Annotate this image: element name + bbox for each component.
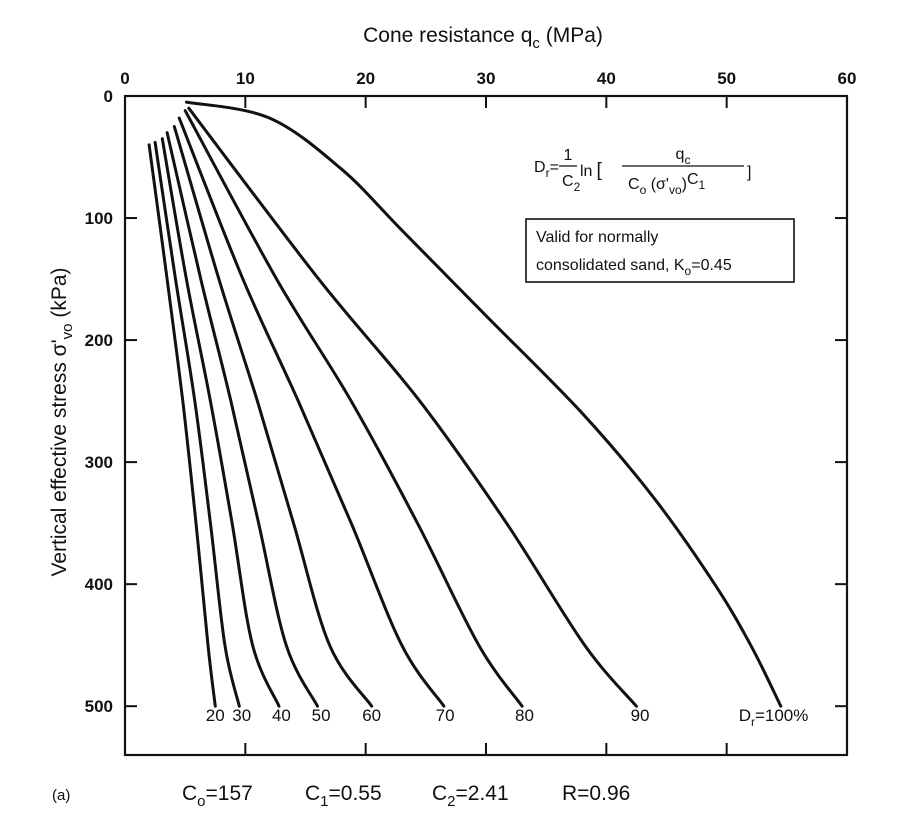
y-tick-labels: 0 100 200 300 400 500: [85, 87, 113, 716]
y-tick-label-300: 300: [85, 453, 113, 472]
curve-dr-60: [172, 125, 374, 708]
y-tick-label-500: 500: [85, 697, 113, 716]
curve-label-80: 80: [515, 706, 534, 725]
curve-dr-80: [183, 109, 524, 708]
svg-text:C2: C2: [562, 173, 581, 194]
svg-text:Dr=: Dr=: [534, 159, 559, 180]
curve-label-20: 20: [206, 706, 225, 725]
curve-dr-100: [184, 100, 783, 708]
param-co: Co=157: [182, 782, 253, 810]
svg-text:qc: qc: [676, 146, 691, 167]
y-tick-label-400: 400: [85, 575, 113, 594]
y-tick-label-200: 200: [85, 331, 113, 350]
param-c2: C2=2.41: [432, 782, 509, 810]
plot-frame: [123, 94, 849, 757]
svg-text:1: 1: [564, 147, 573, 164]
curve-label-90: 90: [631, 706, 650, 725]
density-curves: [147, 100, 783, 708]
x-tick-labels: 0 10 20 30 40 50 60: [120, 69, 856, 88]
curve-dr-90: [187, 106, 638, 708]
curve-dr-50: [165, 131, 319, 708]
x-tick-label-0: 0: [120, 69, 129, 88]
param-c1: C1=0.55: [305, 782, 382, 810]
curve-label-D100: Dr=100%: [739, 706, 809, 729]
x-tick-label-30: 30: [477, 69, 496, 88]
y-tick-label-0: 0: [104, 87, 113, 106]
y-tick-label-100: 100: [85, 209, 113, 228]
curve-label-50: 50: [312, 706, 331, 725]
y-axis-title: Vertical effective stress σ'vo (kPa): [48, 267, 76, 576]
svg-text:consolidated sand, Ko=0.45: consolidated sand, Ko=0.45: [536, 257, 732, 278]
curve-dr-70: [177, 116, 446, 708]
curve-dr-40: [160, 137, 281, 708]
curve-dr-20: [147, 143, 217, 708]
x-tick-label-20: 20: [356, 69, 375, 88]
svg-text:Valid for normally: Valid for normally: [536, 229, 658, 246]
param-r: R=0.96: [562, 782, 630, 805]
x-tick-label-50: 50: [717, 69, 736, 88]
svg-text:Co (σ'vo)C1: Co (σ'vo)C1: [628, 171, 706, 197]
relative-density-equation: Dr= 1 C2 ln[ qc Co (σ'vo)C1 ]: [534, 146, 751, 197]
curve-labels: 20 30 40 50 60 70 80 90 Dr=100%: [206, 706, 809, 729]
axis-ticks: [125, 96, 847, 755]
validity-note: Valid for normally consolidated sand, Ko…: [525, 218, 795, 283]
curve-label-70: 70: [436, 706, 455, 725]
x-axis-title: Cone resistance qc (MPa): [363, 24, 603, 52]
panel-label: (a): [52, 787, 70, 804]
x-tick-label-60: 60: [838, 69, 857, 88]
curve-dr-30: [153, 140, 241, 708]
curve-label-40: 40: [272, 706, 291, 725]
x-tick-label-10: 10: [236, 69, 255, 88]
x-tick-label-40: 40: [597, 69, 616, 88]
curve-label-60: 60: [362, 706, 381, 725]
fit-parameters: Co=157 C1=0.55 C2=2.41 R=0.96: [182, 782, 630, 810]
svg-text:]: ]: [747, 164, 751, 181]
svg-text:ln[: ln[: [580, 160, 602, 181]
curve-label-30: 30: [232, 706, 251, 725]
